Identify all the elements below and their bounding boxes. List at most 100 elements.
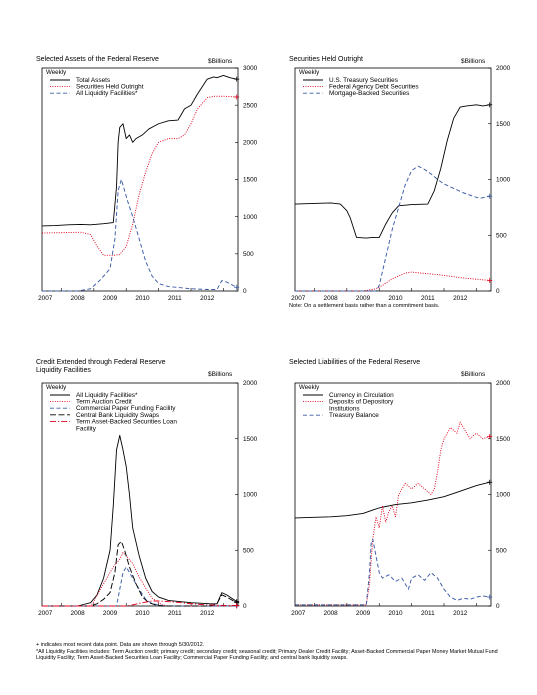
y-tick-label: 2000: [496, 380, 511, 387]
recent-point-marker: [234, 284, 240, 290]
legend-label: Commercial Paper Funding Facility: [76, 405, 176, 412]
x-tick-label: 2010: [135, 610, 150, 617]
x-tick-label: 2011: [168, 610, 182, 617]
recent-point-marker: [487, 193, 493, 199]
legend-frequency: Weekly: [299, 384, 320, 391]
x-tick-label: 2008: [324, 610, 339, 617]
footnotes: + indicates most recent data point. Data…: [36, 642, 506, 662]
x-tick-label: 2007: [291, 295, 306, 302]
series-line-3: [295, 538, 490, 606]
legend-label: Deposits of Depository Institutions: [329, 399, 394, 413]
series-line-1: [294, 481, 490, 519]
y-tick-label: 1500: [496, 121, 511, 128]
series-line-3: [42, 566, 237, 607]
unit-label: $Billions: [208, 58, 233, 65]
recent-point-marker: [487, 277, 493, 283]
footnote-liquidity: *All Liquidity Facilities includes: Term…: [36, 648, 498, 662]
y-tick-label: 2500: [243, 102, 258, 109]
x-tick-label: 2010: [388, 610, 403, 617]
y-tick-label: 0: [243, 603, 247, 610]
series-line-3: [42, 179, 237, 292]
y-tick-label: 0: [243, 288, 247, 295]
x-tick-label: 2009: [103, 295, 118, 302]
recent-point-marker: [487, 434, 493, 440]
chart-liabilities: 2007 2008 2009 2010 2011 2012 0 500 1000 1500 2000…: [291, 380, 511, 617]
y-tick-label: 1000: [243, 214, 258, 221]
legend-label: Total Assets: [76, 77, 110, 84]
plot-frame: [294, 67, 492, 292]
chart-securities: 2007 2008 2009 2010 2011 2012 0 500 1000 1500 2000…: [291, 65, 511, 302]
legend-label: All Liquidity Facilities*: [76, 392, 138, 399]
y-tick-label: 3000: [243, 65, 258, 72]
y-tick-label: 1500: [243, 436, 258, 443]
recent-point-marker: [487, 102, 493, 108]
legend-label: Securities Held Outright: [76, 84, 144, 91]
y-tick-label: 500: [243, 251, 254, 258]
x-tick-label: 2012: [200, 295, 215, 302]
x-tick-label: 2010: [388, 295, 403, 302]
recent-point-marker: [487, 594, 493, 600]
chart-credit: 2007 2008 2009 2010 2011 2012 0 500 1000 1500 2000…: [38, 380, 258, 617]
y-tick-label: 1500: [496, 436, 511, 443]
panel-credit: Credit Extended through Federal Reserve …: [36, 359, 286, 659]
recent-point-marker: [487, 479, 493, 485]
y-tick-label: 0: [496, 603, 500, 610]
x-tick-label: 2011: [168, 295, 182, 302]
series-line-2: [295, 271, 490, 292]
legend-label: Treasury Balance: [329, 412, 379, 419]
x-tick-label: 2008: [71, 295, 86, 302]
x-tick-label: 2011: [421, 295, 435, 302]
x-tick-label: 2012: [453, 295, 468, 302]
legend-label: Currency in Circulation: [329, 392, 394, 399]
panel-liabilities: Selected Liabilities of the Federal Rese…: [289, 359, 537, 659]
x-tick-label: 2011: [421, 610, 435, 617]
x-tick-label: 2009: [103, 610, 118, 617]
y-tick-label: 2000: [243, 380, 258, 387]
series-line-5: [42, 600, 237, 607]
legend-label: Term Asset-Backed Securities Loan Facilit…: [76, 418, 177, 432]
y-tick-label: 1000: [243, 492, 258, 499]
x-tick-label: 2012: [200, 610, 215, 617]
y-tick-label: 0: [496, 288, 500, 295]
legend-label: Mortgage-Backed Securities: [329, 90, 409, 97]
chart-title: Credit Extended through Federal Reserve …: [36, 359, 166, 374]
x-tick-label: 2008: [71, 610, 86, 617]
legend-label: Federal Agency Debt Securities: [329, 84, 419, 91]
y-tick-label: 1000: [496, 177, 511, 184]
x-tick-label: 2007: [38, 295, 53, 302]
y-tick-label: 500: [243, 547, 254, 554]
series-line-3: [295, 165, 490, 292]
legend-frequency: Weekly: [46, 384, 67, 391]
x-tick-label: 2009: [356, 295, 371, 302]
y-tick-label: 500: [496, 547, 507, 554]
recent-point-marker: [234, 76, 240, 82]
chart-title: Securities Held Outright: [289, 56, 363, 63]
recent-point-marker: [234, 602, 240, 608]
y-tick-label: 500: [496, 232, 507, 239]
series-line-2: [295, 421, 490, 606]
y-tick-label: 1000: [496, 492, 511, 499]
x-tick-label: 2010: [135, 295, 150, 302]
legend-label: Central Bank Liquidity Swaps: [76, 412, 159, 419]
x-tick-label: 2008: [324, 295, 339, 302]
chart-note: Note: On a settlement basis rather than …: [289, 303, 440, 309]
legend-frequency: Weekly: [299, 69, 320, 76]
legend-frequency: Weekly: [46, 69, 67, 76]
y-tick-label: 2000: [496, 65, 511, 72]
series-line-2: [41, 95, 237, 256]
legend-label: Term Auction Credit: [76, 399, 132, 406]
series-line-1: [41, 74, 237, 227]
unit-label: $Billions: [461, 371, 486, 378]
x-tick-label: 2009: [356, 610, 371, 617]
series-line-4: [42, 540, 237, 607]
footnote-recent: + indicates most recent data point. Data…: [36, 642, 205, 648]
legend: Weekly All Liquidity Facilities*Term Auct…: [46, 384, 177, 432]
series-line-1: [42, 434, 237, 607]
panel-securities: Securities Held Outright $Billions 2007 2…: [289, 56, 537, 356]
recent-point-marker: [234, 94, 240, 100]
legend-label: U.S. Treasury Securities: [329, 77, 398, 84]
